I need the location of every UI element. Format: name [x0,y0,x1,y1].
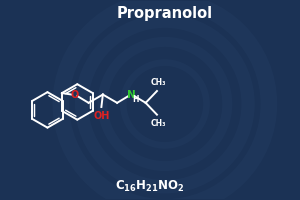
Text: CH₃: CH₃ [150,78,166,87]
Text: OH: OH [93,111,110,121]
Text: O: O [70,90,79,100]
Text: CH₃: CH₃ [150,119,166,128]
Text: Propranolol: Propranolol [117,6,213,21]
Text: N: N [127,90,136,100]
Text: $\mathregular{C_{16}H_{21}NO_2}$: $\mathregular{C_{16}H_{21}NO_2}$ [116,179,184,194]
Text: H: H [132,95,139,104]
